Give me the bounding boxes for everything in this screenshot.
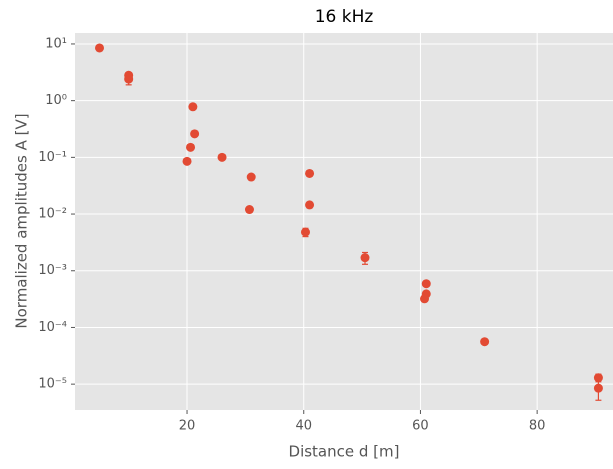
point <box>182 156 192 166</box>
point <box>480 337 490 347</box>
x-tick-label: 60 <box>412 419 429 434</box>
point <box>300 227 310 237</box>
point <box>593 383 603 393</box>
point <box>244 205 254 215</box>
point <box>421 279 431 289</box>
point <box>246 172 256 182</box>
point <box>124 74 134 84</box>
point <box>95 43 105 53</box>
point <box>217 152 227 162</box>
point <box>305 200 315 210</box>
x-tick-label: 20 <box>179 419 196 434</box>
chart-title: 16 kHz <box>315 7 374 27</box>
x-tick-label: 40 <box>295 419 312 434</box>
y-tick-label: 10¹ <box>45 36 67 51</box>
point <box>305 168 315 178</box>
y-tick-label: 10⁻⁴ <box>38 320 67 335</box>
point <box>360 253 370 263</box>
point <box>186 142 196 152</box>
x-axis-label: Distance d [m] <box>289 443 400 461</box>
y-tick-label: 10⁻¹ <box>38 150 67 165</box>
point <box>188 102 198 112</box>
point <box>420 294 430 304</box>
y-tick-label: 10⁻⁵ <box>38 377 67 392</box>
y-tick-label: 10⁻² <box>38 207 67 222</box>
point <box>190 129 200 139</box>
y-tick-label: 10⁻³ <box>38 263 67 278</box>
y-tick-label: 10⁰ <box>45 93 67 108</box>
x-tick-label: 80 <box>529 419 546 434</box>
plot-area <box>75 33 613 410</box>
y-axis-label: Normalized amplitudes A [V] <box>13 113 31 328</box>
